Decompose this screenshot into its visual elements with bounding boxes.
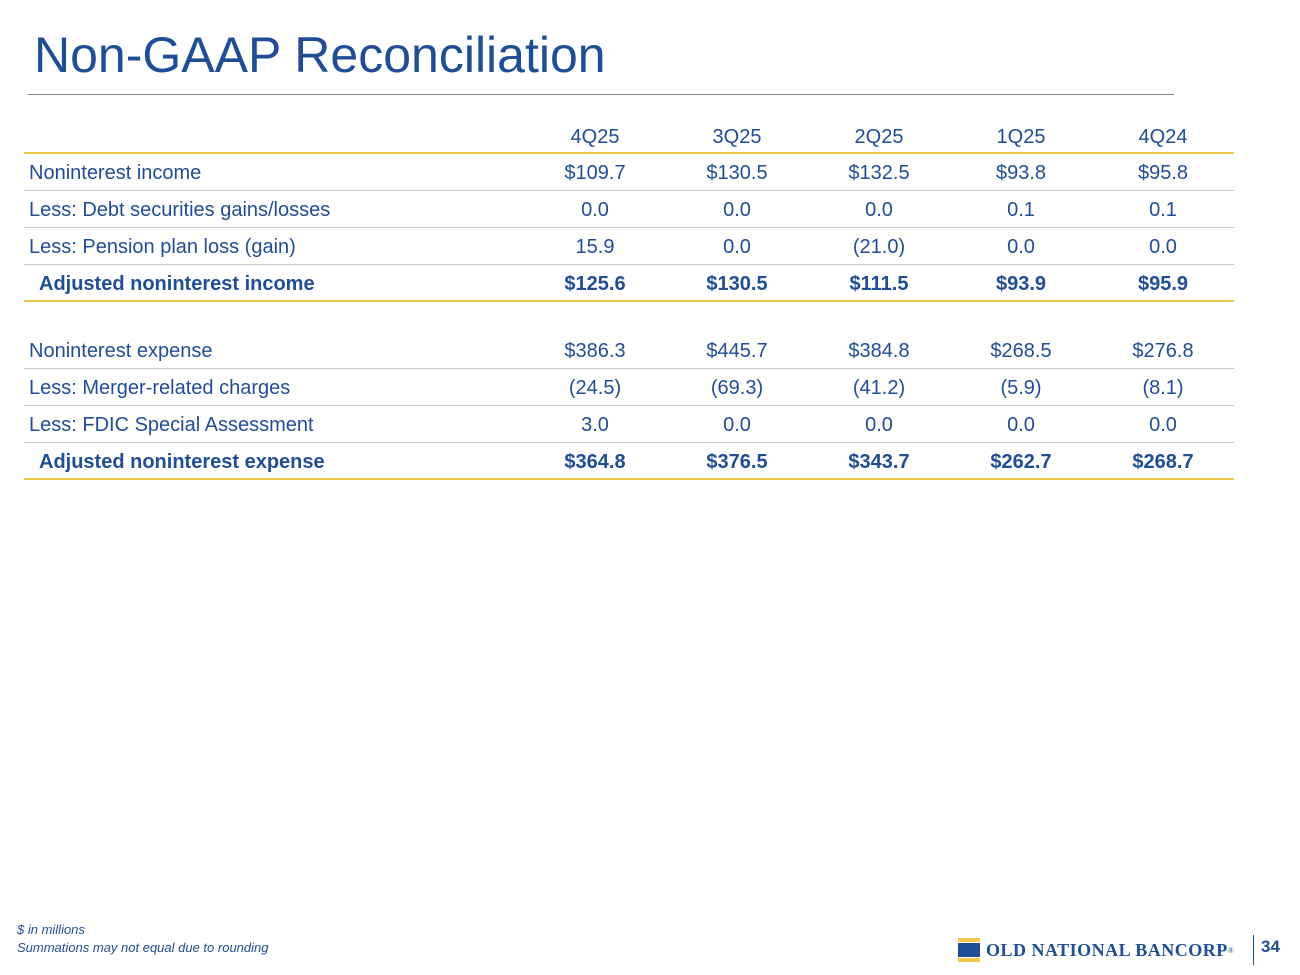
table-cell: $95.9 [1137, 273, 1189, 295]
column-header: 4Q24 [1138, 126, 1188, 148]
section-spacer [24, 302, 1234, 332]
table-cell: $262.7 [990, 451, 1052, 473]
table-cell: 0.1 [1007, 199, 1035, 221]
table-cell: $268.7 [1132, 451, 1194, 473]
footnote-units: $ in millions [17, 922, 85, 937]
table-cell: $276.8 [1132, 340, 1194, 362]
reconciliation-table: 4Q25 3Q25 2Q25 1Q25 4Q24 Noninterest inc… [24, 118, 1234, 480]
row-label: Noninterest income [29, 162, 202, 184]
table-row-debt-securities: Less: Debt securities gains/losses 0.0 0… [24, 191, 1234, 228]
row-label: Noninterest expense [29, 340, 213, 362]
table-cell: 0.0 [865, 414, 893, 436]
table-cell: (24.5) [568, 377, 622, 399]
table-cell: $364.8 [564, 451, 626, 473]
table-cell: $125.6 [564, 273, 626, 295]
row-label: Adjusted noninterest expense [39, 451, 325, 473]
table-cell: 0.0 [1149, 414, 1177, 436]
table-cell: $93.8 [995, 162, 1047, 184]
table-row-noninterest-expense: Noninterest expense $386.3 $445.7 $384.8… [24, 332, 1234, 369]
row-label: Less: FDIC Special Assessment [29, 414, 314, 436]
table-cell: 0.0 [865, 199, 893, 221]
table-cell: 0.0 [723, 199, 751, 221]
table-cell: $343.7 [848, 451, 910, 473]
table-row-adjusted-expense: Adjusted noninterest expense $364.8 $376… [24, 443, 1234, 480]
table-cell: $109.7 [564, 162, 626, 184]
row-label: Adjusted noninterest income [39, 273, 315, 295]
registered-mark: ® [1227, 945, 1234, 955]
page-title: Non-GAAP Reconciliation [34, 27, 606, 83]
table-cell: $111.5 [849, 273, 909, 295]
row-label: Less: Pension plan loss (gain) [29, 236, 296, 258]
page-number-divider [1253, 935, 1254, 965]
table-cell: 0.0 [581, 199, 609, 221]
table-cell: 0.0 [1007, 236, 1035, 258]
table-row-pension-plan: Less: Pension plan loss (gain) 15.9 0.0 … [24, 228, 1234, 265]
table-cell: $130.5 [706, 273, 768, 295]
table-row-merger-charges: Less: Merger-related charges (24.5) (69.… [24, 369, 1234, 406]
column-header: 1Q25 [996, 126, 1046, 148]
page-number: 34 [1261, 937, 1280, 956]
logo-text: OLD NATIONAL BANCORP [986, 939, 1228, 960]
table-cell: 0.0 [723, 236, 751, 258]
column-header: 3Q25 [712, 126, 762, 148]
row-label: Less: Merger-related charges [29, 377, 291, 399]
table-cell: $384.8 [848, 340, 910, 362]
table-cell: 0.0 [1149, 236, 1177, 258]
table-cell: 15.9 [575, 236, 615, 258]
table-cell: $445.7 [706, 340, 768, 362]
table-cell: (5.9) [1000, 377, 1042, 399]
row-label: Less: Debt securities gains/losses [29, 199, 331, 221]
table-cell: $268.5 [990, 340, 1052, 362]
title-divider [28, 94, 1174, 95]
table-cell: 3.0 [581, 414, 609, 436]
column-header: 4Q25 [570, 126, 620, 148]
table-cell: $132.5 [848, 162, 910, 184]
table-cell: $130.5 [706, 162, 768, 184]
table-row-adjusted-income: Adjusted noninterest income $125.6 $130.… [24, 265, 1234, 302]
company-logo: OLD NATIONAL BANCORP ® [958, 937, 1234, 963]
table-row-fdic-assessment: Less: FDIC Special Assessment 3.0 0.0 0.… [24, 406, 1234, 443]
table-cell: 0.0 [1007, 414, 1035, 436]
table-header-row: 4Q25 3Q25 2Q25 1Q25 4Q24 [24, 118, 1234, 154]
table-row-noninterest-income: Noninterest income $109.7 $130.5 $132.5 … [24, 154, 1234, 191]
footnotes: $ in millions Summations may not equal d… [17, 921, 269, 957]
column-header: 2Q25 [854, 126, 904, 148]
table-cell: (41.2) [852, 377, 906, 399]
table-cell: $386.3 [564, 340, 626, 362]
footnote-rounding: Summations may not equal due to rounding [17, 940, 269, 955]
table-cell: (69.3) [710, 377, 764, 399]
table-cell: 0.0 [723, 414, 751, 436]
bank-logo-icon [958, 938, 980, 962]
table-cell: $93.9 [995, 273, 1047, 295]
table-cell: (21.0) [852, 236, 906, 258]
table-cell: $376.5 [706, 451, 768, 473]
table-cell: (8.1) [1142, 377, 1184, 399]
table-cell: 0.1 [1149, 199, 1177, 221]
table-cell: $95.8 [1137, 162, 1189, 184]
